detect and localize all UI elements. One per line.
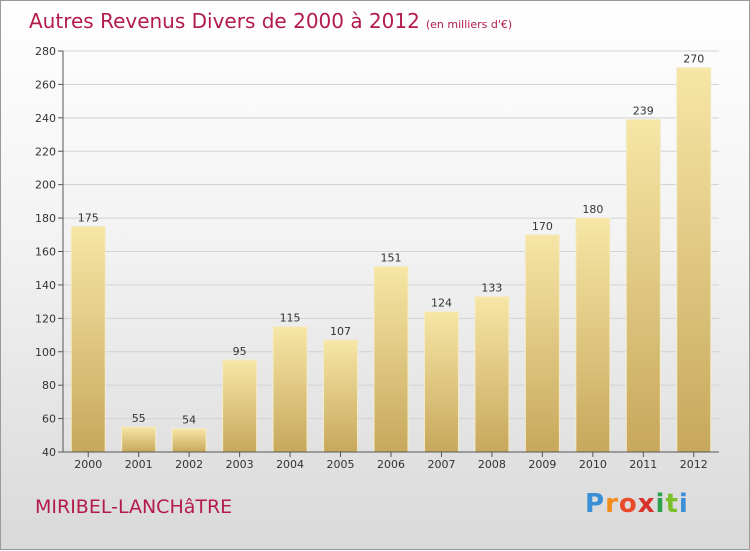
data-labels: 175 55 54 95 115 107 151 124 133 170 180 239 270 (78, 53, 705, 427)
x-axis: 2000 2001 2002 2003 2004 2005 2006 2007 2008 2009… (63, 451, 719, 471)
chart-title-unit: (en milliers d'€) (425, 18, 513, 31)
bar[interactable] (524, 234, 560, 453)
bar[interactable] (272, 326, 308, 453)
x-tick-label: 2004 (276, 458, 304, 471)
x-tick-label: 2012 (680, 458, 708, 471)
proxiti-logo[interactable]: Proxiti (585, 489, 689, 519)
y-tick-label: 80 (42, 379, 56, 392)
data-label: 170 (532, 220, 553, 233)
x-tick-label: 2010 (579, 458, 607, 471)
data-label: 124 (431, 297, 452, 310)
logo-letter: r (605, 489, 619, 519)
y-axis: 40 60 80 100 120 140 160 180 200 220 240 260 280 (35, 45, 64, 459)
y-tick-label: 160 (35, 246, 56, 259)
data-label: 95 (233, 345, 247, 358)
bar[interactable] (625, 119, 661, 453)
bars (70, 67, 712, 453)
logo-letter: i (678, 489, 689, 519)
y-tick-label: 40 (42, 446, 56, 459)
y-tick-label: 140 (35, 279, 56, 292)
logo-letter: x (637, 489, 656, 519)
x-tick-label: 2000 (74, 458, 102, 471)
data-label: 175 (78, 211, 99, 224)
x-tick-label: 2002 (175, 458, 203, 471)
data-label: 107 (330, 325, 351, 338)
x-tick-label: 2008 (478, 458, 506, 471)
y-tick-label: 60 (42, 413, 56, 426)
data-label: 55 (132, 412, 146, 425)
data-label: 180 (582, 203, 603, 216)
logo-letter: i (655, 489, 666, 519)
y-tick-label: 120 (35, 312, 56, 325)
bar[interactable] (423, 311, 459, 453)
data-label: 239 (633, 105, 654, 118)
y-tick-label: 220 (35, 145, 56, 158)
x-tick-label: 2001 (125, 458, 153, 471)
chart-title: Autres Revenus Divers de 2000 à 2012 (en … (29, 9, 512, 33)
bar[interactable] (323, 339, 359, 453)
y-tick-label: 100 (35, 346, 56, 359)
x-tick-label: 2007 (427, 458, 455, 471)
bar[interactable] (70, 225, 106, 453)
bar[interactable] (373, 266, 409, 453)
y-tick-label: 280 (35, 45, 56, 58)
bar[interactable] (676, 67, 712, 453)
bar[interactable] (222, 359, 258, 453)
y-tick-label: 240 (35, 112, 56, 125)
logo-letter: o (618, 489, 638, 519)
bar[interactable] (575, 217, 611, 453)
data-label: 115 (280, 312, 301, 325)
x-tick-label: 2009 (528, 458, 556, 471)
x-tick-label: 2006 (377, 458, 405, 471)
y-tick-label: 180 (35, 212, 56, 225)
x-tick-label: 2005 (327, 458, 355, 471)
data-label: 270 (683, 53, 704, 66)
data-label: 151 (381, 252, 402, 265)
x-tick-label: 2003 (226, 458, 254, 471)
x-tick-label: 2011 (629, 458, 657, 471)
bar[interactable] (474, 296, 510, 453)
y-tick-label: 260 (35, 78, 56, 91)
bar[interactable] (171, 428, 207, 453)
y-tick-label: 200 (35, 179, 56, 192)
logo-letter: P (585, 489, 606, 519)
data-label: 54 (182, 414, 196, 427)
bar[interactable] (121, 426, 157, 453)
chart-title-main: Autres Revenus Divers de 2000 à 2012 (29, 9, 420, 33)
city-name: MIRIBEL-LANCHâTRE (35, 496, 233, 518)
logo-letter: t (665, 489, 679, 519)
data-label: 133 (481, 282, 502, 295)
